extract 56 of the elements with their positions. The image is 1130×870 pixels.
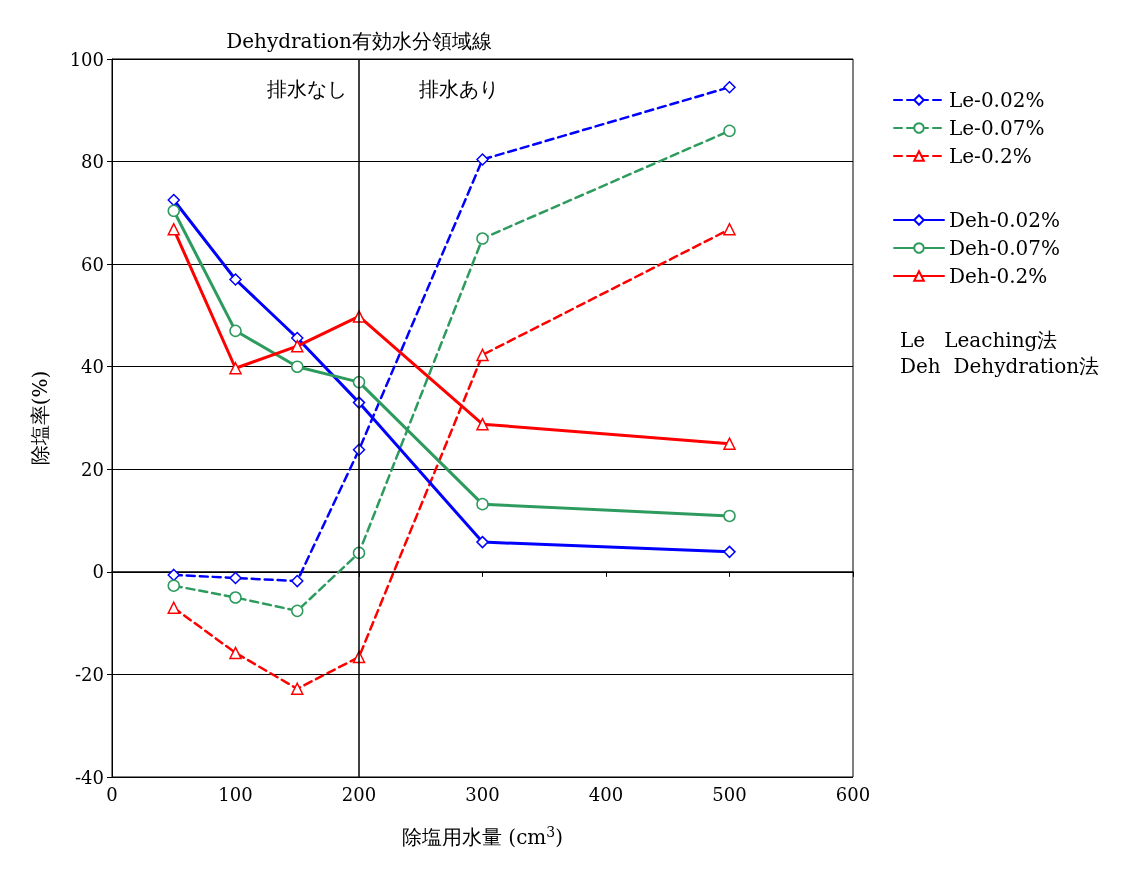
y-tick-label: 0 [92, 561, 104, 583]
y-axis-title: 除塩率(%) [28, 370, 52, 466]
y-tick-label: 20 [81, 458, 104, 480]
point [476, 497, 489, 511]
annotation: 排水あり [419, 77, 499, 101]
legend-label: Deh-0.07% [949, 236, 1061, 260]
legend-label: Le-0.07% [949, 116, 1045, 140]
point [167, 568, 180, 582]
point [229, 591, 242, 604]
point [229, 324, 242, 338]
point [167, 204, 180, 218]
y-tick-label: 60 [81, 253, 104, 275]
point [723, 509, 736, 523]
point [476, 232, 489, 245]
point [229, 646, 242, 660]
x-tick-label: 100 [218, 783, 253, 805]
point [723, 124, 736, 138]
point [723, 437, 736, 450]
x-tick-label: 300 [465, 783, 500, 805]
point [167, 601, 180, 615]
legend-label: Deh-0.2% [949, 264, 1048, 288]
x-tick-label: 200 [341, 783, 377, 805]
point [476, 535, 489, 549]
y-tick-label: -20 [75, 663, 104, 685]
point [476, 153, 489, 166]
point [291, 604, 304, 618]
point [229, 571, 242, 585]
point [291, 360, 304, 373]
point [723, 223, 736, 236]
point [167, 223, 180, 236]
point [167, 193, 180, 207]
point [476, 348, 489, 362]
y-tick-label: -40 [75, 766, 104, 788]
text: Le Leaching法 [900, 328, 1058, 352]
x-tick-label: 400 [588, 783, 624, 805]
legend-label: Deh-0.02% [949, 208, 1061, 232]
point [229, 273, 242, 286]
point [291, 339, 304, 353]
text: Deh Dehydration法 [900, 354, 1100, 378]
annotation: 排水なし [267, 77, 347, 101]
legend-label: Le-0.02% [949, 88, 1045, 112]
point [229, 362, 242, 375]
point [723, 80, 736, 94]
point [476, 417, 489, 431]
point [291, 574, 304, 588]
y-tick-label: 80 [81, 151, 104, 173]
ref-line-label: Dehydration有効水分領域線 [226, 29, 492, 53]
x-tick-label: 600 [835, 783, 871, 805]
legend-label: Le-0.2% [949, 144, 1032, 168]
point [167, 579, 180, 592]
y-tick-label: 100 [69, 48, 104, 70]
y-tick-label: 40 [81, 356, 104, 378]
x-tick-label: 500 [712, 783, 747, 805]
point [291, 682, 304, 696]
point [723, 545, 736, 559]
x-tick-label: 0 [106, 783, 118, 805]
